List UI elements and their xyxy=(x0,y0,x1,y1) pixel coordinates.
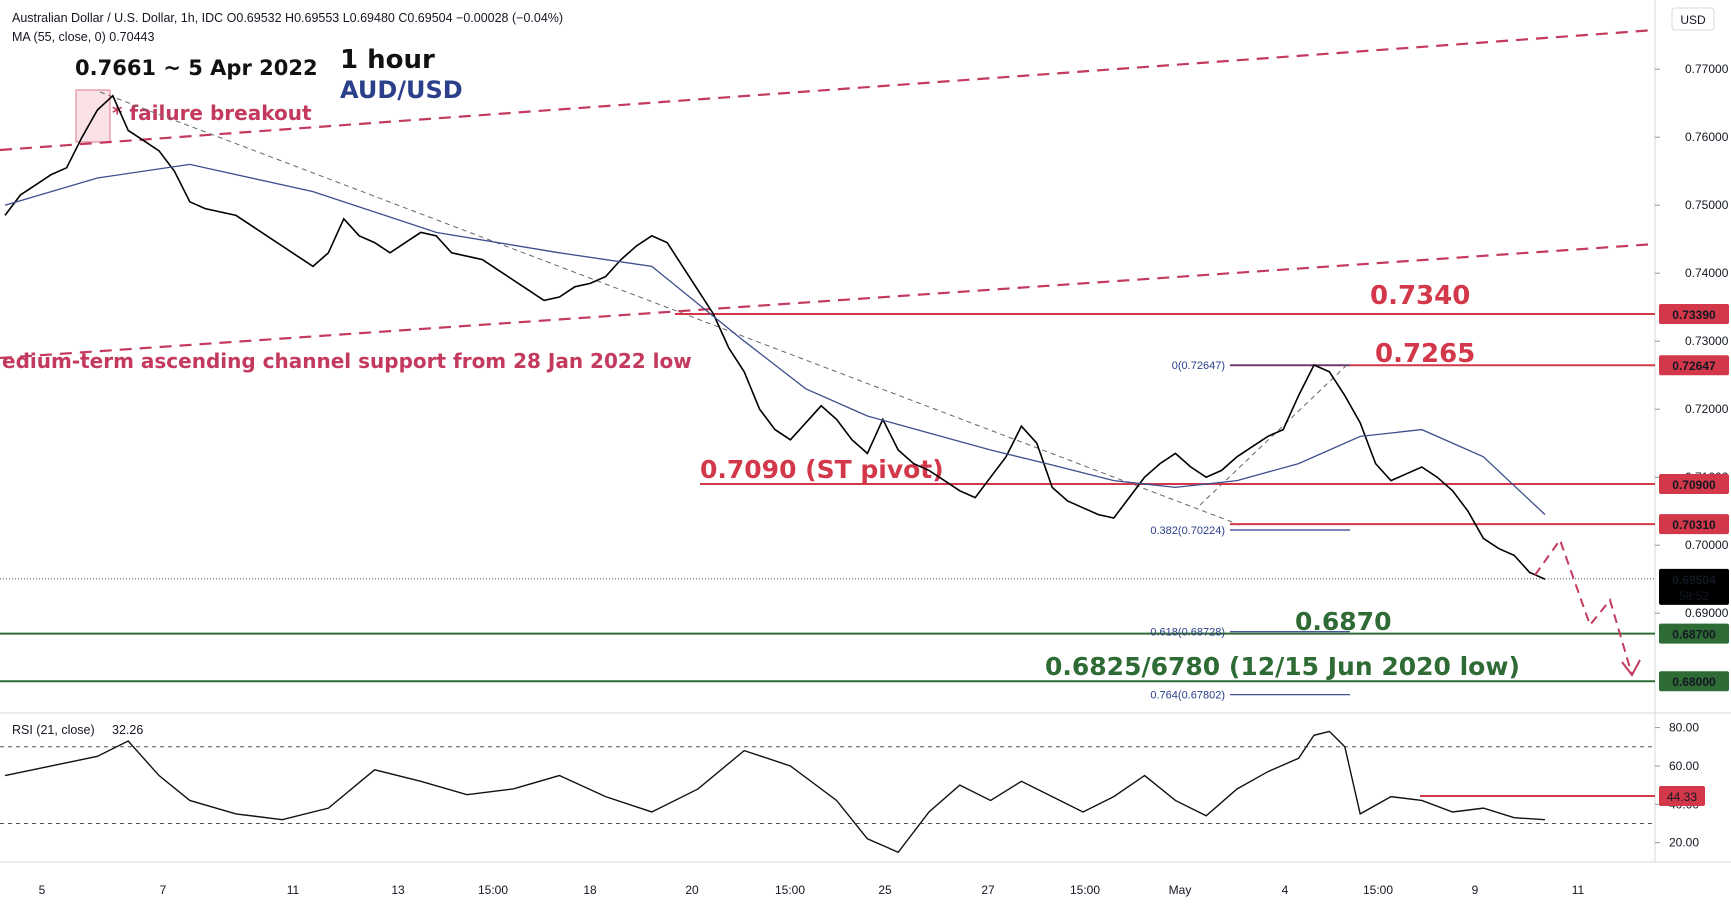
time-axis: 5 7 11 13 15:00 18 20 15:00 25 27 15:00 May 4 15:00 9 1… xyxy=(39,883,1585,897)
rsi-tick-label: 60.00 xyxy=(1669,759,1699,773)
failure-breakout-box xyxy=(75,89,111,143)
level-price-tag xyxy=(1659,355,1729,376)
currency-box[interactable] xyxy=(1671,7,1715,31)
price-series-line xyxy=(4,94,1546,580)
currency-label: USD xyxy=(1680,13,1706,27)
level-price-tag-text: 0.68700 xyxy=(1672,628,1716,642)
time-tick-label: 5 xyxy=(39,883,46,897)
time-tick-label: 15:00 xyxy=(1070,883,1100,897)
fib-label: 0(0.72647) xyxy=(1172,360,1225,372)
rsi-tick-label: 80.00 xyxy=(1669,721,1699,735)
time-tick-label: 9 xyxy=(1472,883,1479,897)
fib-label: 0.618(0.68728) xyxy=(1150,627,1225,639)
time-tick-label: 13 xyxy=(391,883,405,897)
fib-label: 0.764(0.67802) xyxy=(1150,690,1225,702)
price-tick-label: 0.73000 xyxy=(1685,334,1729,348)
channel-annotation: edium-term ascending channel support fro… xyxy=(2,349,692,373)
level-label: 0.7265 xyxy=(1375,339,1475,369)
price-tick-label: 0.69000 xyxy=(1685,606,1729,620)
rsi-series-line xyxy=(4,730,1546,854)
time-tick-label: 20 xyxy=(685,883,699,897)
time-tick-label: 4 xyxy=(1282,883,1289,897)
level-label: 0.7090 (ST pivot) xyxy=(700,455,944,484)
level-price-tag xyxy=(1659,514,1729,535)
time-tick-label: May xyxy=(1169,883,1192,897)
rsi-label: RSI (21, close) xyxy=(12,723,95,737)
time-tick-label: 11 xyxy=(287,883,300,897)
current-price-tag xyxy=(1659,568,1729,605)
rsi-tick-label: 20.00 xyxy=(1669,836,1699,850)
failure-breakout-annotation: * failure breakout xyxy=(112,101,312,125)
level-label: 0.7340 xyxy=(1370,281,1470,311)
level-price-tag-text: 0.73390 xyxy=(1672,308,1716,322)
ma-series-line xyxy=(4,163,1546,516)
current-price-tag-text: 0.69504 xyxy=(1672,573,1716,587)
level-price-tag-text: 0.70310 xyxy=(1672,518,1716,532)
time-tick-label: 15:00 xyxy=(478,883,508,897)
fibonacci-levels: 0(0.72647) 0.382(0.70224) 0.618(0.68728) 0.… xyxy=(0,360,1655,702)
level-label: 0.6825/6780 (12/15 Jun 2020 low) xyxy=(1045,652,1520,681)
level-price-tag xyxy=(1659,623,1729,644)
time-tick-label: 15:00 xyxy=(1363,883,1393,897)
time-tick-label: 18 xyxy=(583,883,597,897)
price-tick-label: 0.75000 xyxy=(1685,198,1729,212)
price-tick-label: 0.72000 xyxy=(1685,402,1729,416)
level-price-tag-text: 0.68000 xyxy=(1672,675,1716,689)
high-annotation: 0.7661 ~ 5 Apr 2022 xyxy=(75,56,318,80)
time-tick-label: 25 xyxy=(878,883,892,897)
price-tick-label: 0.70000 xyxy=(1685,538,1729,552)
chart-subtitle: AUD/USD xyxy=(340,76,463,104)
chart-title: 1 hour xyxy=(340,45,435,75)
price-tags: 0.73390 0.72647 0.70900 0.70310 0.68700 0.680… xyxy=(1659,304,1729,692)
price-series xyxy=(4,94,1546,580)
level-price-tag xyxy=(1659,671,1729,692)
rsi-last-value: 32.26 xyxy=(112,723,143,737)
price-tick-label: 0.77000 xyxy=(1685,62,1729,76)
countdown-text: 58:52 xyxy=(1679,589,1709,603)
projection-arrowhead xyxy=(1621,659,1641,677)
symbol-header: Australian Dollar / U.S. Dollar, 1h, IDC… xyxy=(12,11,563,25)
price-tick-label: 0.74000 xyxy=(1685,266,1729,280)
level-price-tag xyxy=(1659,304,1729,324)
channel-support-line xyxy=(0,242,1656,360)
channel-upper-line xyxy=(0,28,1656,152)
level-price-tag xyxy=(1659,474,1729,494)
level-price-tag-text: 0.70900 xyxy=(1672,478,1716,492)
time-tick-label: 7 xyxy=(160,883,167,897)
rsi-resistance-tag xyxy=(1659,785,1705,806)
time-tick-label: 11 xyxy=(1572,883,1585,897)
fib-label: 0.382(0.70224) xyxy=(1150,525,1225,537)
ma-header: MA (55, close, 0) 0.70443 xyxy=(12,30,154,44)
time-tick-label: 15:00 xyxy=(775,883,805,897)
time-tick-label: 27 xyxy=(981,883,995,897)
level-price-tag-text: 0.72647 xyxy=(1672,359,1716,373)
rsi-resistance-tag-text: 44.33 xyxy=(1667,790,1697,804)
price-tick-label: 0.76000 xyxy=(1685,130,1729,144)
